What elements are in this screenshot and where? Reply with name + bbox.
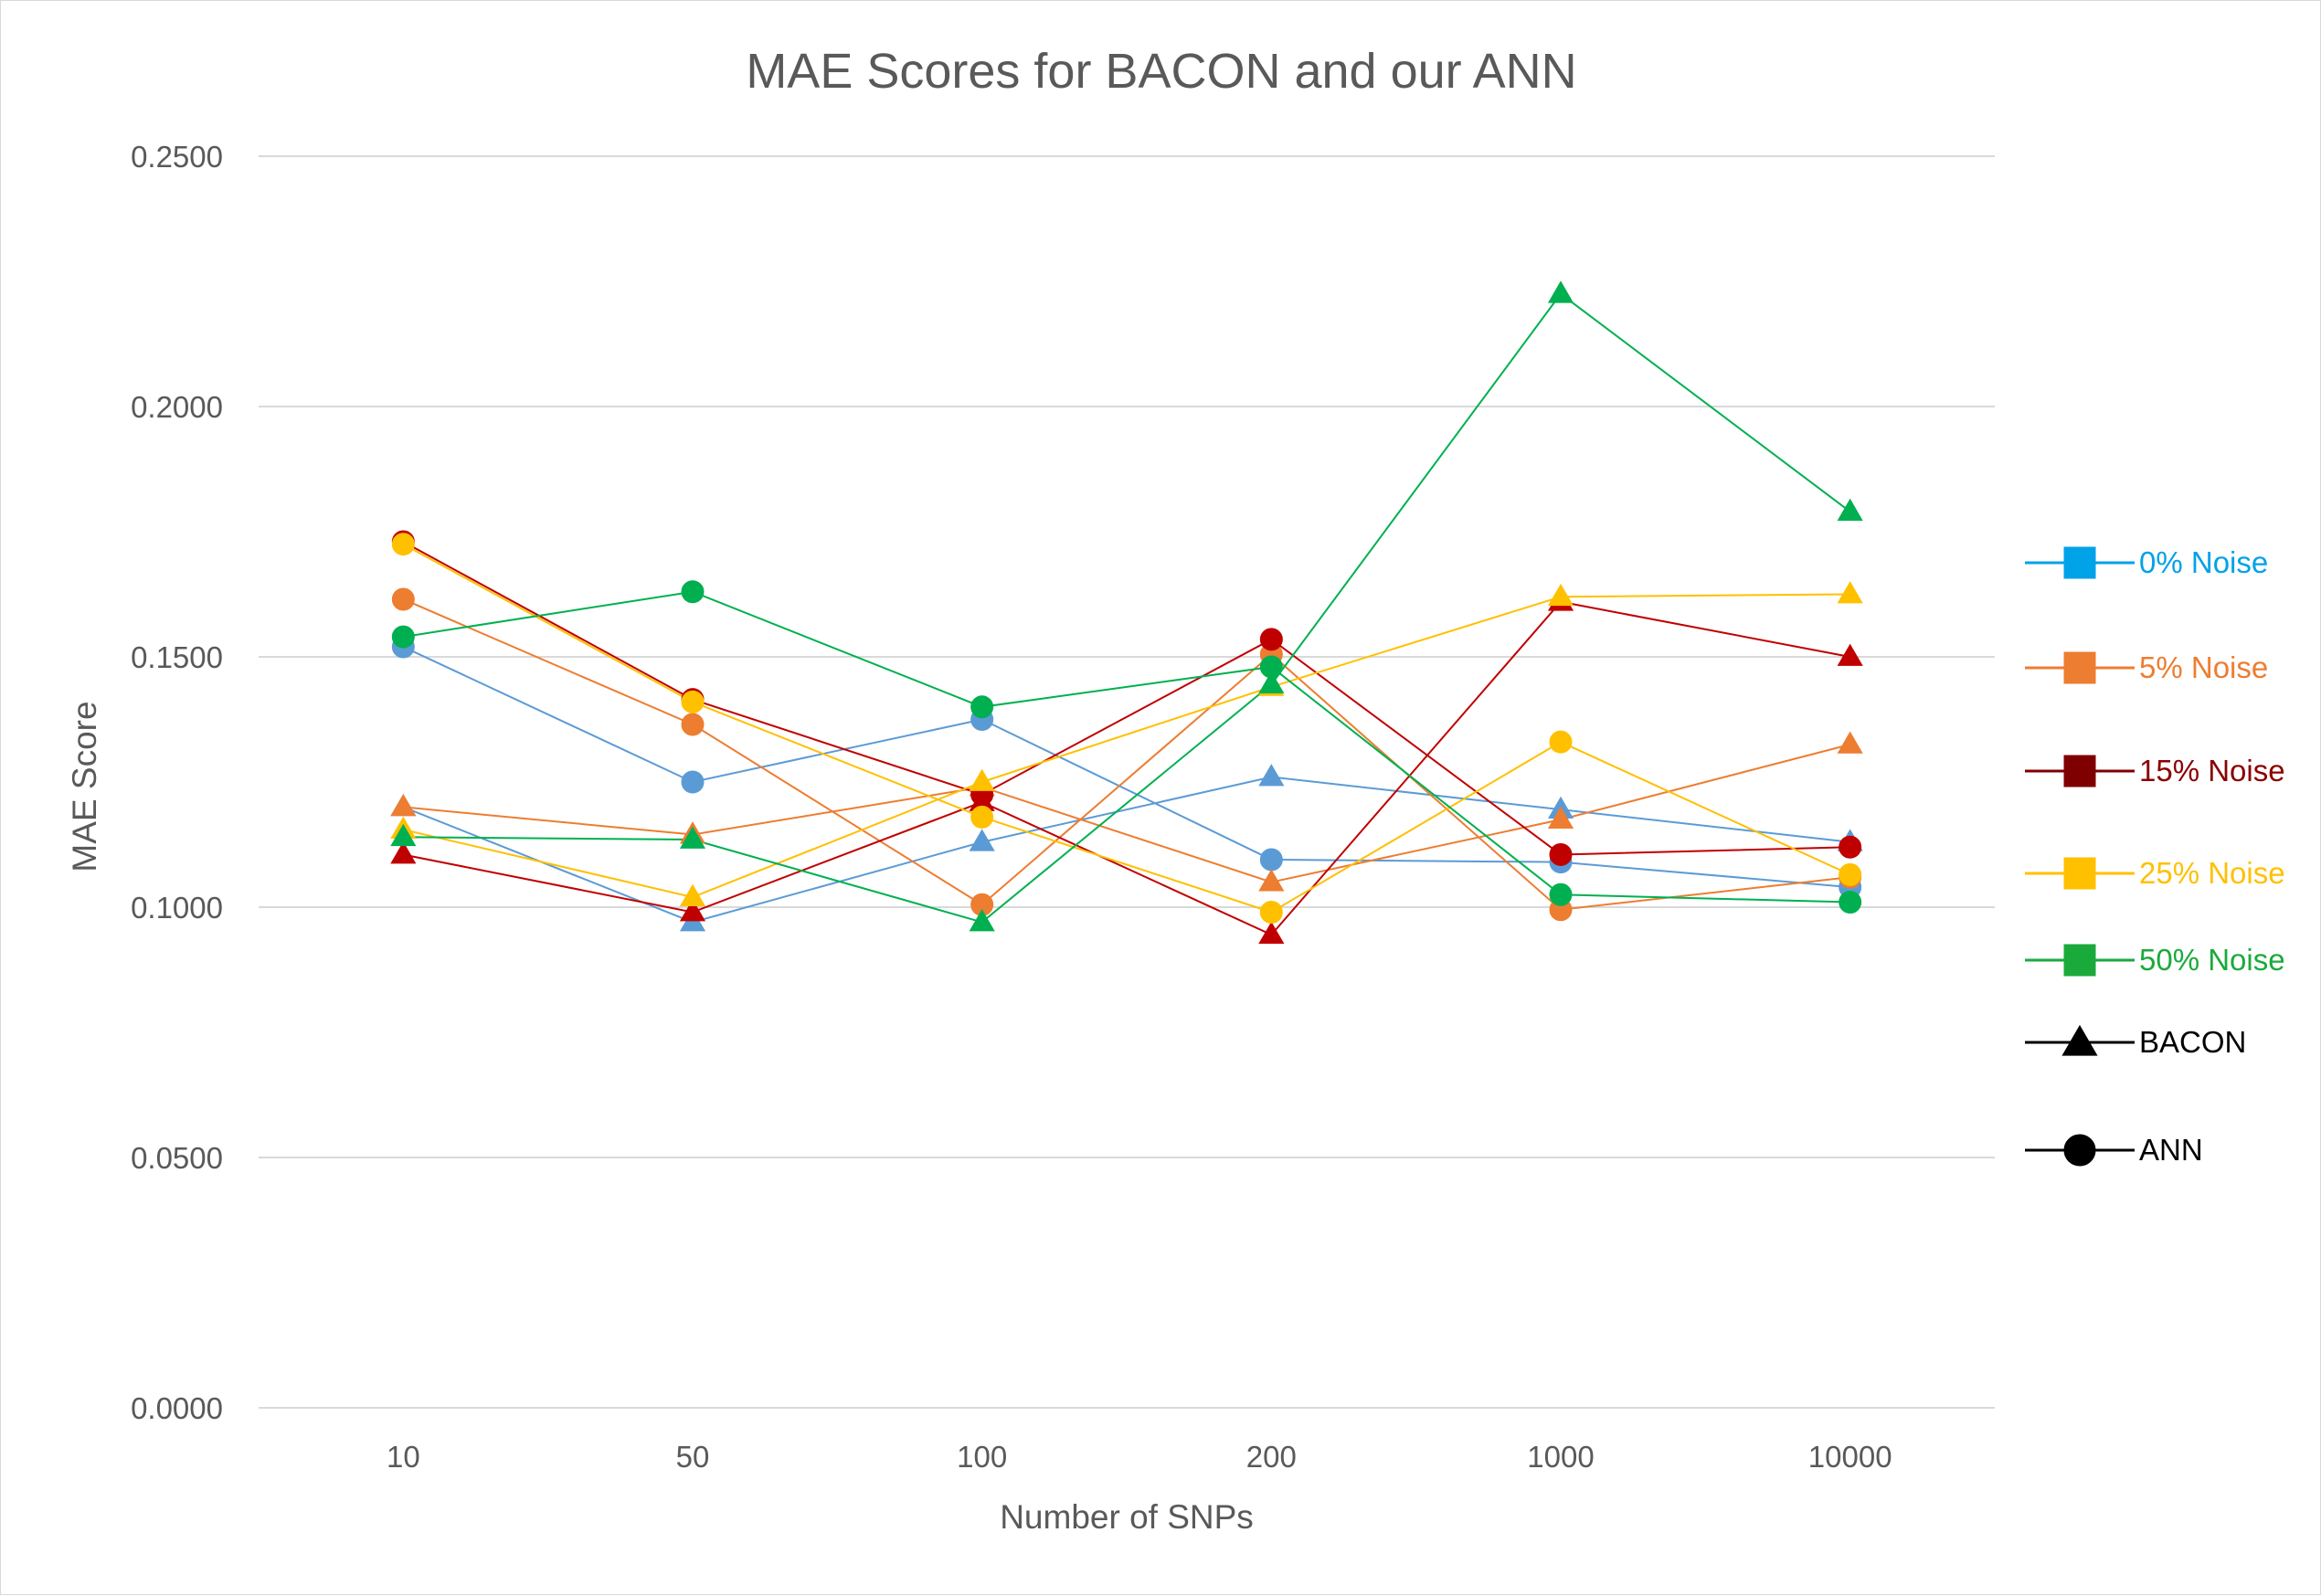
series-line-5pct-bacon	[403, 743, 1850, 883]
data-point-5pct-bacon	[1547, 806, 1574, 829]
x-axis-ticks: 10 50 100 200 1000 10000	[387, 1440, 1892, 1474]
data-point-50pct-ann	[1259, 655, 1283, 679]
series-line-25pct-bacon	[403, 593, 1850, 899]
data-point-0pct-bacon	[1258, 764, 1285, 787]
legend-item: ANN	[2025, 1133, 2203, 1167]
data-point-15pct-ann	[1839, 835, 1862, 859]
data-point-50pct-ann	[1839, 891, 1862, 914]
data-point-25pct-ann	[681, 690, 705, 713]
data-point-50pct-bacon	[969, 909, 995, 932]
legend-item: 50% Noise	[2025, 943, 2285, 977]
data-point-0pct-ann	[681, 770, 705, 794]
data-point-25pct-ann	[1839, 862, 1862, 886]
data-point-15pct-bacon	[390, 841, 417, 864]
series-line-0pct-bacon	[402, 776, 1850, 924]
y-axis-title: MAE Score	[66, 701, 103, 872]
legend-marker-square	[2063, 857, 2096, 890]
data-point-0pct-bacon	[969, 829, 995, 851]
data-point-25pct-ann	[1259, 900, 1283, 924]
data-point-25pct-bacon	[1547, 583, 1574, 607]
legend-item: 0% Noise	[2025, 545, 2268, 579]
data-point-25pct-bacon	[1837, 581, 1863, 604]
x-tick-label: 50	[676, 1440, 710, 1474]
y-tick-label: 0.2500	[131, 140, 223, 174]
legend-item: 25% Noise	[2025, 856, 2285, 890]
series-line-0pct-ann	[402, 646, 1850, 889]
data-point-50pct-bacon	[1258, 671, 1285, 694]
series-line-5pct-ann	[402, 598, 1850, 911]
data-point-15pct-ann	[1549, 842, 1573, 866]
gridlines	[259, 155, 1995, 1409]
data-point-5pct-bacon	[1258, 869, 1285, 892]
series-lines	[402, 292, 1851, 936]
legend-marker-square	[2063, 546, 2096, 579]
series-line-25pct-ann	[402, 543, 1851, 914]
legend-label: 50% Noise	[2139, 943, 2285, 977]
data-point-25pct-ann	[970, 805, 994, 829]
chart-title: MAE Scores for BACON and our ANN	[746, 44, 1576, 99]
legend: 0% Noise 5% Noise 15% Noise 25% Noise 50% No…	[2025, 545, 2285, 1167]
legend-label: 5% Noise	[2139, 650, 2268, 684]
data-point-5pct-bacon	[390, 794, 417, 817]
data-point-50pct-bacon	[1547, 280, 1574, 303]
legend-marker-square	[2063, 651, 2096, 684]
legend-label: 15% Noise	[2139, 754, 2285, 787]
data-point-50pct-ann	[1549, 883, 1573, 906]
legend-label: 25% Noise	[2139, 856, 2285, 890]
y-tick-label: 0.0000	[131, 1391, 223, 1425]
data-point-50pct-bacon	[679, 826, 706, 849]
legend-label: BACON	[2139, 1025, 2246, 1059]
series-markers	[390, 280, 1863, 945]
data-point-25pct-bacon	[679, 883, 706, 906]
data-point-15pct-ann	[1259, 628, 1283, 651]
data-point-15pct-bacon	[679, 899, 706, 922]
data-point-50pct-ann	[391, 625, 415, 649]
x-tick-label: 10	[387, 1440, 420, 1474]
data-point-15pct-bacon	[1837, 643, 1863, 666]
data-point-5pct-ann	[391, 587, 415, 611]
legend-label: 0% Noise	[2139, 545, 2268, 579]
data-point-5pct-bacon	[1837, 731, 1863, 754]
data-point-0pct-ann	[1259, 848, 1283, 872]
y-tick-label: 0.1000	[131, 891, 223, 925]
legend-label: ANN	[2139, 1133, 2203, 1167]
y-tick-label: 0.0500	[131, 1141, 223, 1175]
data-point-5pct-ann	[681, 713, 705, 736]
legend-item: 15% Noise	[2025, 754, 2285, 787]
legend-marker-circle	[2063, 1134, 2096, 1167]
data-point-25pct-ann	[1549, 730, 1573, 754]
legend-marker-triangle	[2061, 1024, 2098, 1056]
legend-item: BACON	[2025, 1024, 2246, 1059]
x-tick-label: 10000	[1808, 1440, 1892, 1474]
series-line-50pct-bacon	[403, 292, 1851, 924]
series-line-15pct-ann	[402, 541, 1850, 856]
series-line-50pct-ann	[403, 590, 1850, 904]
x-tick-label: 100	[957, 1440, 1007, 1474]
x-axis-title: Number of SNPs	[1000, 1498, 1254, 1536]
data-point-15pct-bacon	[1258, 921, 1285, 945]
legend-marker-square	[2063, 755, 2096, 787]
x-tick-label: 200	[1246, 1440, 1297, 1474]
data-point-50pct-ann	[681, 580, 705, 604]
x-tick-label: 1000	[1527, 1440, 1594, 1474]
legend-marker-square	[2063, 944, 2096, 977]
data-point-50pct-ann	[970, 695, 994, 719]
data-point-25pct-ann	[391, 533, 415, 556]
data-point-25pct-bacon	[969, 768, 995, 791]
y-tick-label: 0.2000	[131, 390, 223, 424]
data-point-50pct-bacon	[1837, 498, 1863, 521]
y-tick-label: 0.1500	[131, 640, 223, 674]
legend-item: 5% Noise	[2025, 650, 2268, 684]
data-point-50pct-bacon	[390, 823, 417, 847]
y-axis-ticks: 0.0000 0.0500 0.1000 0.1500 0.2000 0.2500	[131, 140, 223, 1425]
series-line-15pct-bacon	[403, 600, 1850, 936]
